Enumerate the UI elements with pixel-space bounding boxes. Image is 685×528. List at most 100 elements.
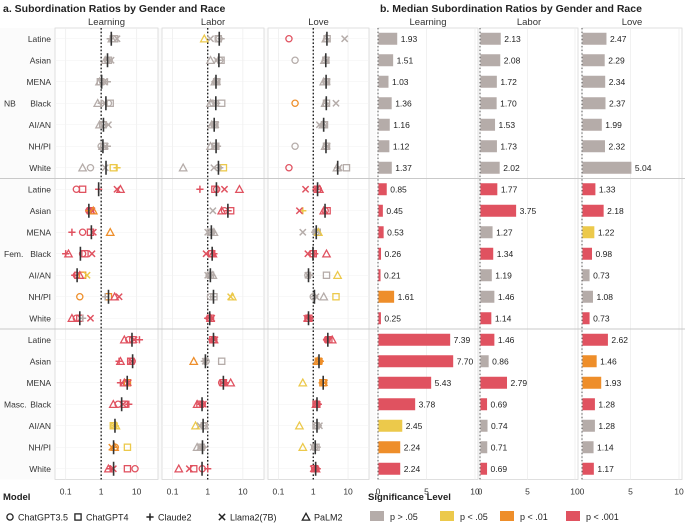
bar-value-label: 2.08 bbox=[504, 55, 521, 65]
data-point-palm2 bbox=[108, 399, 119, 408]
bar bbox=[480, 312, 492, 325]
row-label-nhpi: NH/PI bbox=[28, 141, 51, 151]
bar bbox=[378, 183, 387, 196]
bar-value-label: 0.69 bbox=[491, 399, 508, 409]
bar bbox=[582, 97, 606, 110]
bar bbox=[480, 75, 497, 88]
bar bbox=[378, 376, 432, 389]
row-label-asian: Asian bbox=[30, 356, 52, 366]
bar bbox=[480, 140, 497, 153]
data-point-llama2 bbox=[299, 228, 307, 236]
legend-level-label: p < .05 bbox=[460, 512, 488, 522]
data-point-claude2 bbox=[113, 164, 121, 172]
legend-swatch bbox=[566, 511, 580, 521]
bar-value-label: 1.70 bbox=[500, 98, 517, 108]
bar-value-label: 2.29 bbox=[608, 55, 625, 65]
bar-value-label: 0.21 bbox=[384, 270, 401, 280]
bar-value-label: 7.39 bbox=[454, 335, 471, 345]
bar bbox=[582, 226, 595, 239]
bar-value-label: 1.46 bbox=[498, 335, 515, 345]
x-tick-label: 5 bbox=[628, 487, 633, 497]
data-point-palm2 bbox=[178, 162, 188, 172]
group-label: NB bbox=[4, 98, 16, 108]
bar-value-label: 1.46 bbox=[600, 356, 617, 366]
bar-value-label: 1.28 bbox=[598, 399, 615, 409]
data-point-palm2 bbox=[318, 291, 329, 301]
legend-significance-title: Significance Level bbox=[368, 492, 451, 503]
data-point-claude2 bbox=[196, 185, 204, 193]
bar bbox=[582, 32, 607, 45]
data-point-llama2 bbox=[202, 250, 210, 258]
bar-value-label: 2.18 bbox=[607, 206, 624, 216]
row-label-aian: AI/AN bbox=[29, 270, 51, 280]
data-point-palm2 bbox=[190, 420, 201, 430]
bar-value-label: 1.34 bbox=[497, 249, 514, 259]
data-point-claude2 bbox=[68, 228, 76, 236]
bar-value-label: 1.51 bbox=[397, 55, 414, 65]
data-point-llama2 bbox=[101, 164, 109, 172]
data-point-palm2 bbox=[63, 248, 74, 258]
bar-value-label: 1.17 bbox=[597, 464, 614, 474]
bar bbox=[480, 398, 488, 411]
x-tick-label: 10 bbox=[674, 487, 684, 497]
data-point-palm2 bbox=[67, 313, 77, 322]
bar bbox=[378, 398, 416, 411]
panel-a-column-title: Learning bbox=[88, 17, 125, 28]
data-point-palm2 bbox=[105, 227, 116, 236]
bar bbox=[582, 441, 594, 454]
row-label-aian: AI/AN bbox=[29, 120, 51, 130]
data-point-palm2 bbox=[188, 356, 199, 365]
bar bbox=[480, 161, 500, 174]
legend-swatch bbox=[440, 511, 454, 521]
bar bbox=[480, 462, 488, 475]
data-point-palm2 bbox=[205, 55, 216, 64]
row-label-asian: Asian bbox=[30, 55, 52, 65]
x-tick-label: 10 bbox=[343, 487, 353, 497]
data-point-palm2 bbox=[115, 184, 126, 193]
data-point-palm2 bbox=[332, 270, 343, 279]
row-label-latine: Latine bbox=[28, 335, 51, 345]
data-point-llama2 bbox=[124, 379, 132, 387]
data-point-chatgpt4 bbox=[78, 185, 87, 193]
data-point-llama2 bbox=[196, 422, 204, 430]
bar bbox=[480, 441, 488, 454]
data-point-palm2 bbox=[311, 399, 321, 408]
data-point-chatgpt35 bbox=[86, 163, 95, 172]
bar-value-label: 1.19 bbox=[495, 270, 512, 280]
bar-value-label: 2.47 bbox=[610, 34, 627, 44]
bar-value-label: 1.16 bbox=[393, 120, 410, 130]
x-tick-label: 0.1 bbox=[167, 487, 179, 497]
legend-model-label: Claude2 bbox=[158, 513, 192, 523]
bar bbox=[480, 54, 501, 67]
bar-value-label: 1.61 bbox=[398, 292, 415, 302]
data-point-chatgpt4 bbox=[106, 99, 114, 108]
data-point-palm2 bbox=[216, 205, 227, 215]
legend-swatch bbox=[370, 511, 384, 521]
bar bbox=[480, 32, 501, 45]
bar bbox=[582, 161, 632, 174]
bar bbox=[480, 183, 498, 196]
x-tick-label: 0.1 bbox=[60, 487, 72, 497]
panel-b-column-title: Learning bbox=[410, 17, 447, 28]
bar bbox=[582, 204, 604, 217]
data-point-chatgpt4 bbox=[342, 163, 351, 172]
bar-value-label: 2.24 bbox=[404, 464, 421, 474]
data-point-llama2 bbox=[218, 379, 226, 387]
bar-value-label: 1.93 bbox=[605, 378, 622, 388]
bar-value-label: 2.02 bbox=[503, 163, 520, 173]
data-point-palm2 bbox=[111, 420, 121, 430]
row-label-white: White bbox=[29, 313, 51, 323]
data-point-palm2 bbox=[301, 511, 311, 521]
x-tick-label: 5 bbox=[424, 487, 429, 497]
bar-value-label: 1.37 bbox=[395, 163, 412, 173]
bar-value-label: 0.86 bbox=[492, 356, 509, 366]
bar bbox=[480, 376, 508, 389]
bar-value-label: 1.99 bbox=[605, 120, 622, 130]
legend-swatch bbox=[500, 511, 514, 521]
bar-value-label: 2.34 bbox=[609, 77, 626, 87]
data-point-chatgpt35 bbox=[285, 35, 293, 43]
data-point-palm2 bbox=[225, 377, 236, 387]
data-point-chatgpt4 bbox=[74, 513, 82, 521]
bar bbox=[378, 118, 390, 131]
data-point-llama2 bbox=[115, 293, 123, 301]
